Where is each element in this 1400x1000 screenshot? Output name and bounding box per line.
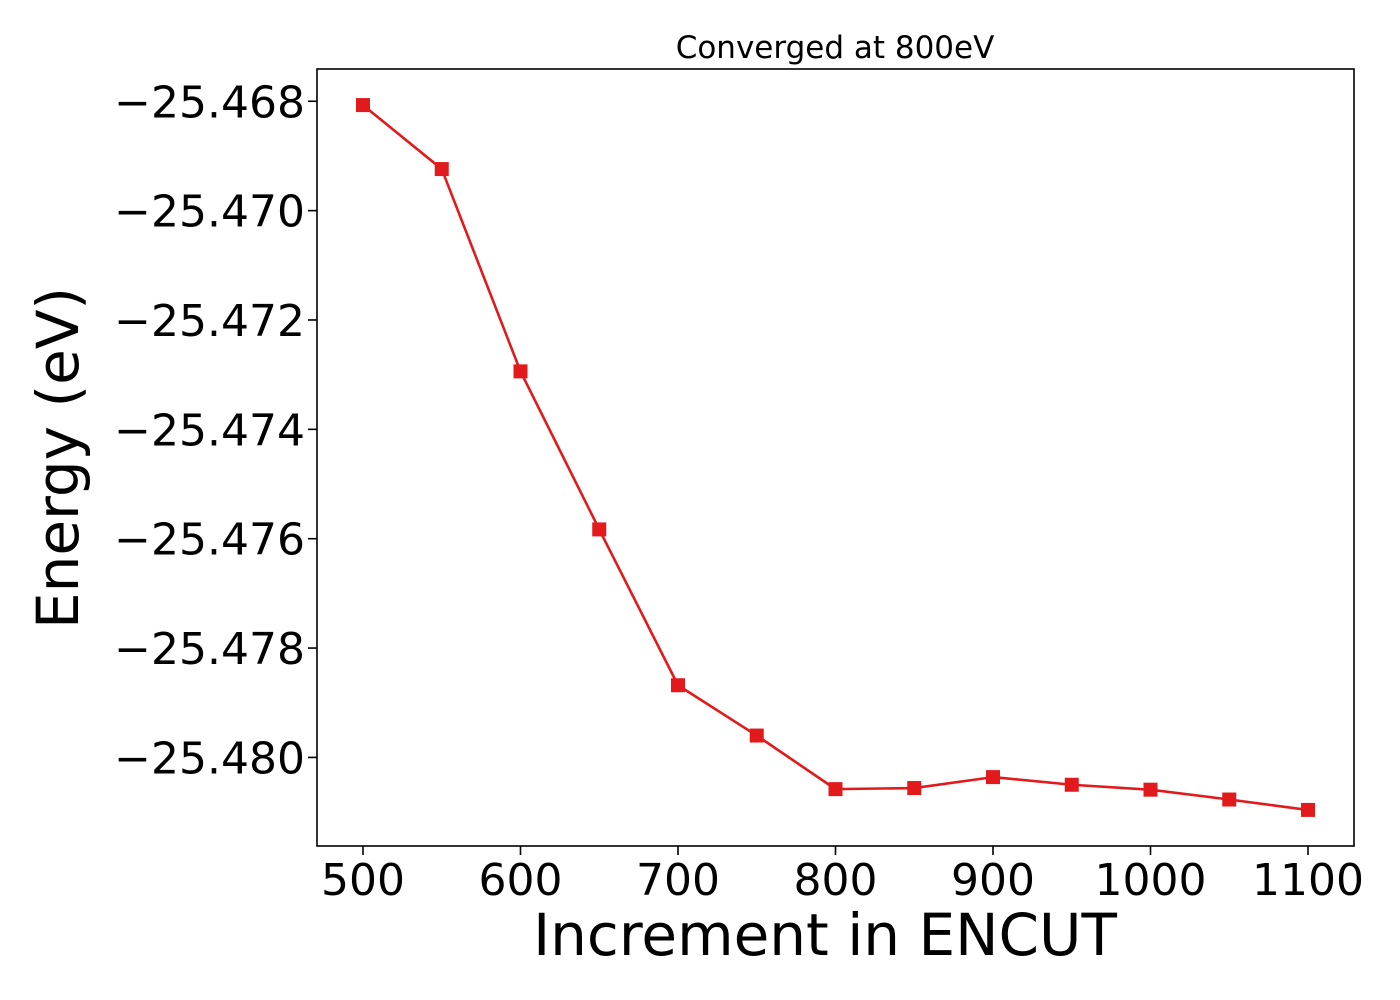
plot-area: 500 600 700 800 900 1000 1100 −25.468 −25.470 −25…: [114, 77, 1364, 906]
data-point: [434, 162, 449, 177]
x-tick-label: 1100: [1252, 855, 1364, 906]
data-point: [355, 98, 370, 113]
data-point: [1222, 792, 1237, 807]
x-tick-label: 500: [321, 855, 405, 906]
y-tick-label: −25.472: [114, 296, 305, 347]
x-tick-label: 1000: [1095, 855, 1207, 906]
x-tick-label: 700: [636, 855, 720, 906]
data-point: [1301, 802, 1316, 817]
x-axis-label: Increment in ENCUT: [533, 901, 1117, 969]
y-tick-label: −25.470: [114, 187, 305, 238]
data-point: [513, 364, 528, 379]
chart-title: Converged at 800eV: [676, 30, 995, 66]
data-point: [670, 678, 685, 693]
data-point: [907, 781, 922, 796]
y-tick-label: −25.480: [114, 733, 305, 784]
x-tick-label: 900: [951, 855, 1035, 906]
y-axis-label: Energy (eV): [24, 287, 92, 629]
x-tick-label: 800: [794, 855, 878, 906]
data-point: [986, 770, 1001, 785]
axes-frame: [316, 68, 1355, 847]
data-point: [749, 728, 764, 743]
y-tick-label: −25.478: [114, 624, 305, 675]
data-point: [592, 522, 607, 537]
y-tick-label: −25.474: [114, 405, 305, 456]
data-point: [1143, 782, 1158, 797]
y-tick-label: −25.476: [114, 515, 305, 566]
x-tick-label: 600: [479, 855, 563, 906]
data-point: [1064, 777, 1079, 792]
y-tick-label: −25.468: [114, 77, 305, 128]
data-point: [828, 782, 843, 797]
